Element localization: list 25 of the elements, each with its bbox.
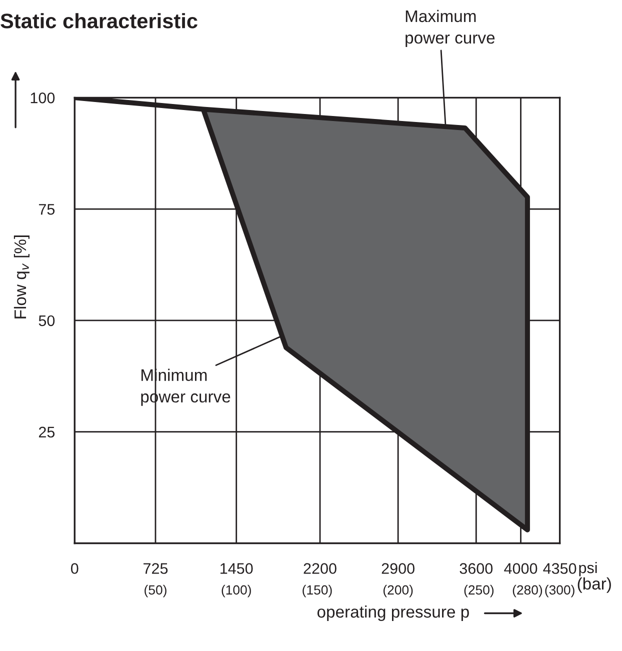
y-tick-label: 75 bbox=[38, 204, 55, 215]
x2-tick-label: (280) bbox=[512, 584, 542, 598]
x-tick-label: 1450 bbox=[220, 563, 253, 574]
x2-tick-label: (50) bbox=[144, 584, 166, 598]
x-tick-label: 4000 bbox=[504, 563, 538, 574]
y-tick-label: 50 bbox=[38, 315, 55, 326]
x-tick-label: 2900 bbox=[382, 563, 414, 574]
x-axis-title: operating pressure p bbox=[317, 605, 469, 622]
x-tick-label: 2200 bbox=[304, 563, 336, 574]
x-tick-label: 725 bbox=[144, 563, 168, 574]
y-tick-label: 25 bbox=[38, 426, 55, 438]
y-axis-title: Flow q$_{v}$ [%] bbox=[14, 236, 30, 318]
x-tick-label: 3600 bbox=[460, 563, 493, 574]
x-tick-label: 0 bbox=[70, 563, 78, 574]
annotation: Maximum power curve bbox=[406, 10, 495, 47]
text: psi bbox=[579, 562, 597, 576]
x2-tick-label: (250) bbox=[464, 584, 494, 598]
chart-title: Static characteristic bbox=[0, 13, 198, 28]
x2-tick-label: (150) bbox=[302, 584, 332, 598]
x2-axis-title: (bar) bbox=[578, 577, 611, 593]
y-tick-label: 100 bbox=[30, 92, 55, 104]
x2-tick-label: (100) bbox=[222, 584, 251, 598]
x-tick-label: 4350 bbox=[543, 563, 576, 574]
x2-tick-label: (200) bbox=[384, 584, 413, 598]
x2-tick-label: (300) bbox=[545, 584, 574, 598]
